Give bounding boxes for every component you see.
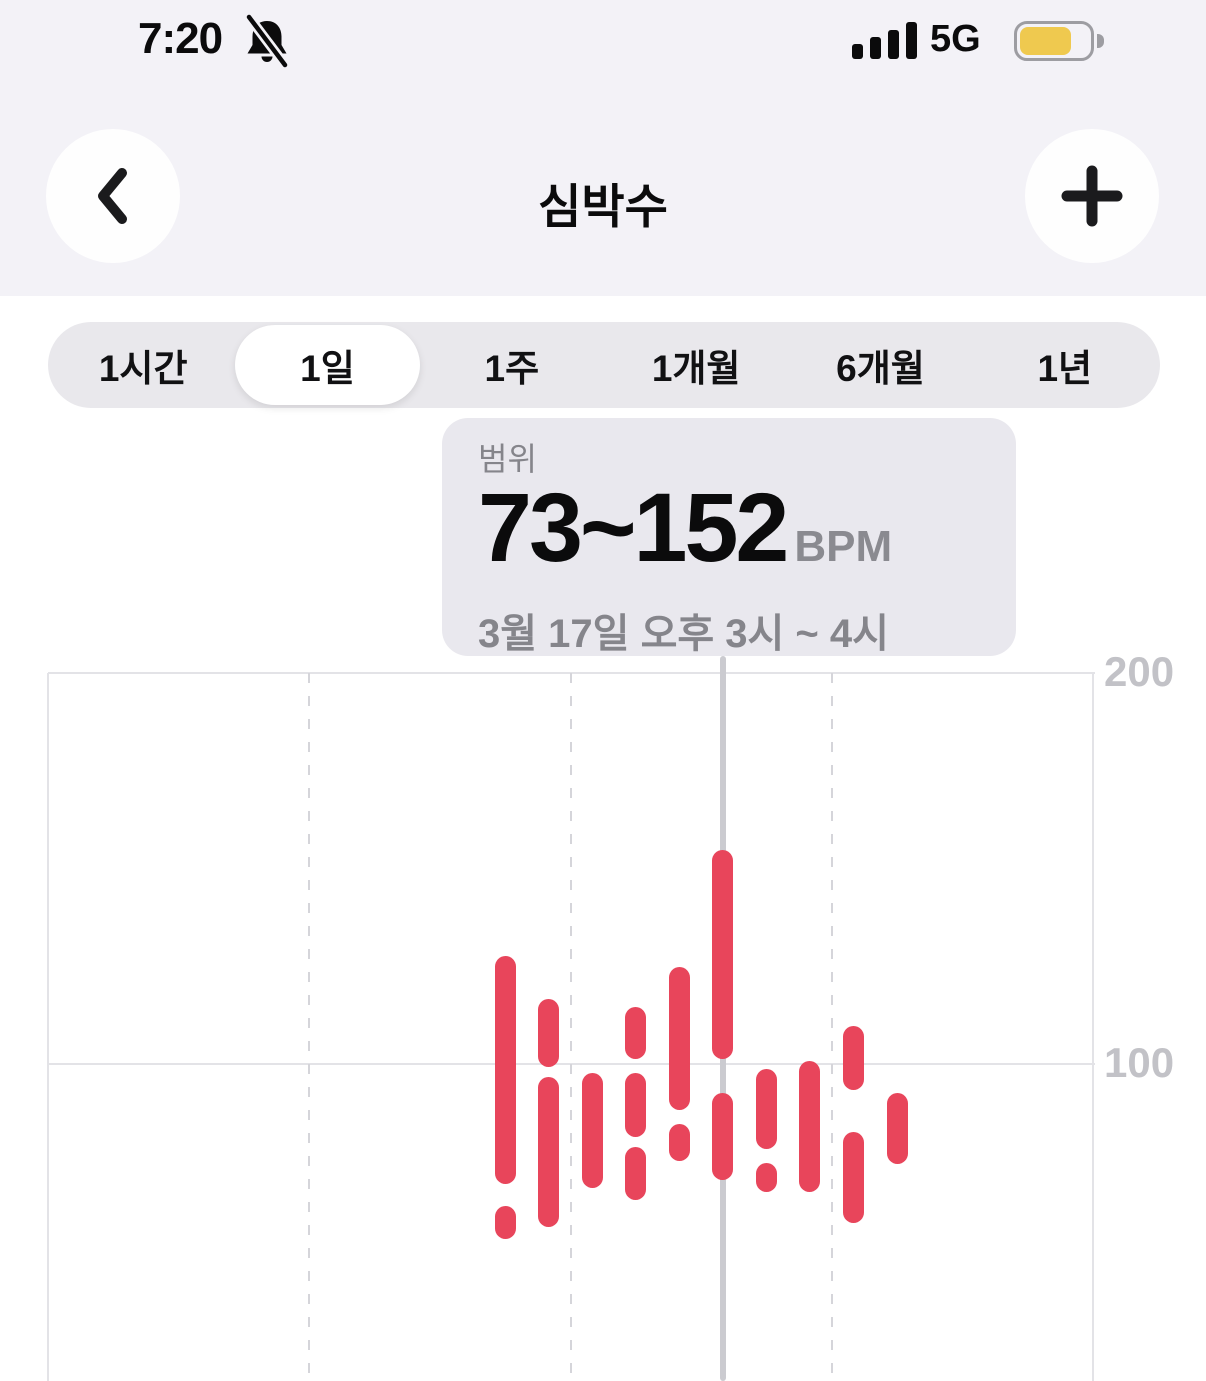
heart-rate-bar-segment[interactable]: [755, 1162, 777, 1192]
heart-rate-bar-segment[interactable]: [625, 1147, 647, 1200]
tooltip-range-value: 73~152: [478, 473, 789, 582]
chevron-left-icon: [98, 168, 127, 224]
tooltip-value-row: 73~152 BPM: [478, 478, 986, 607]
tab-6개월[interactable]: 6개월: [836, 348, 925, 389]
back-button[interactable]: [46, 129, 180, 263]
heart-rate-bar-segment[interactable]: [538, 1076, 560, 1227]
heart-rate-bar-segment[interactable]: [668, 1123, 690, 1161]
tooltip-unit: BPM: [794, 522, 893, 571]
status-time: 7:20: [138, 14, 223, 63]
x-gridline: [308, 673, 311, 1381]
tab-1일[interactable]: 1일: [235, 325, 420, 405]
add-data-button[interactable]: [1025, 129, 1159, 263]
x-gridline: [47, 673, 49, 1381]
heart-rate-bar-segment[interactable]: [712, 850, 734, 1059]
heart-rate-bar-segment[interactable]: [668, 967, 690, 1110]
y-axis-label: 100: [1104, 1039, 1175, 1086]
heart-rate-bar-segment[interactable]: [886, 1092, 908, 1165]
time-range-segmented-control: 1시간 1일 1주 1개월 6개월 1년: [48, 322, 1160, 408]
page-title: 심박수: [538, 180, 668, 233]
plus-icon: [1061, 165, 1123, 227]
heart-rate-bar-segment[interactable]: [843, 1026, 865, 1091]
heart-rate-bar-segment[interactable]: [712, 1092, 734, 1181]
heart-rate-bar-segment[interactable]: [625, 1073, 647, 1138]
tab-1시간[interactable]: 1시간: [98, 348, 188, 389]
heart-rate-bar-segment[interactable]: [843, 1131, 865, 1224]
heart-rate-bar-segment[interactable]: [581, 1073, 603, 1188]
x-gridline: [830, 673, 833, 1381]
heart-rate-bar-segment[interactable]: [538, 998, 560, 1067]
tab-1년[interactable]: 1년: [1037, 348, 1093, 389]
cellular-signal-icon: [852, 22, 917, 59]
x-gridline: [1092, 673, 1094, 1381]
network-type-label: 5G: [930, 18, 981, 60]
battery-outline: [1014, 21, 1094, 61]
y-gridline: [48, 672, 1095, 674]
tooltip-label: 범위: [478, 441, 537, 477]
heart-rate-bar-segment[interactable]: [494, 955, 516, 1184]
tab-1개월[interactable]: 1개월: [651, 348, 741, 389]
y-gridline: [48, 1063, 1095, 1065]
heart-rate-bar-segment[interactable]: [494, 1205, 516, 1239]
selection-tooltip: 범위 73~152 BPM 3월 17일 오후 3시 ~ 4시: [442, 418, 1016, 656]
battery-nub: [1097, 34, 1104, 48]
y-axis-label: 200: [1104, 648, 1175, 695]
notifications-off-icon: [245, 14, 289, 68]
tooltip-period: 3월 17일 오후 3시 ~ 4시: [478, 612, 889, 656]
heart-rate-bar-segment[interactable]: [755, 1069, 777, 1149]
battery-icon: [1014, 21, 1104, 61]
header-background: [0, 0, 1206, 296]
heart-rate-bar-segment[interactable]: [625, 1006, 647, 1059]
tab-1주[interactable]: 1주: [484, 348, 540, 389]
battery-fill: [1020, 27, 1071, 55]
x-gridline: [569, 673, 572, 1381]
heart-rate-bar-segment[interactable]: [799, 1061, 821, 1192]
